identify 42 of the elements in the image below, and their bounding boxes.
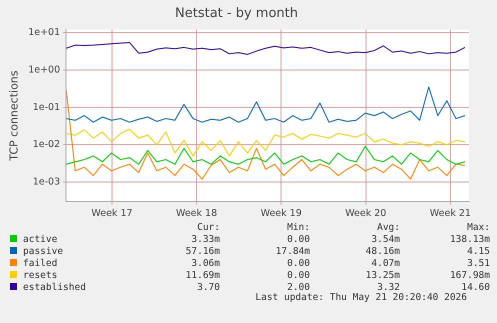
legend-label: active	[22, 234, 58, 246]
legend-label: resets	[22, 270, 58, 282]
y-tick-label: 1e-02	[32, 139, 60, 150]
y-axis-title: TCP connections	[7, 70, 20, 162]
x-tick-label: Week 18	[176, 208, 218, 219]
y-tick-label: 1e+01	[28, 27, 60, 38]
text: 2.00	[287, 282, 310, 293]
text: 138.13m	[448, 234, 490, 246]
legend-label: passive	[22, 246, 64, 258]
x-tick-label: Week 21	[430, 208, 471, 219]
legend-label: established	[22, 282, 87, 294]
y-tick-label: 1e-03	[32, 176, 60, 188]
text: 3.54m	[370, 234, 400, 246]
text: 57.16m	[184, 246, 220, 258]
text: 3.06m	[190, 258, 220, 270]
text: Min:	[286, 222, 310, 234]
text: 3.32	[376, 282, 400, 293]
text: Avg:	[376, 222, 400, 234]
text: Max:	[466, 222, 490, 234]
text: 3.51	[466, 258, 490, 270]
y-tick-label: 1e-01	[32, 102, 60, 113]
text: 14.60	[460, 282, 490, 293]
text: 3.33m	[190, 234, 220, 246]
legend-label: failed	[22, 258, 58, 270]
x-tick-label: Week 19	[260, 208, 302, 219]
text: 17.84m	[274, 246, 310, 258]
text: 48.16m	[364, 246, 400, 258]
text: 0.00	[286, 270, 310, 282]
text: 13.25m	[364, 270, 400, 282]
text: 3.70	[196, 282, 220, 294]
text: 4.07m	[370, 258, 400, 270]
text: 167.98m	[448, 270, 490, 282]
chart-title: Netstat - by month	[175, 6, 298, 22]
x-tick-label: Week 20	[345, 208, 386, 219]
text: Cur:	[196, 222, 220, 234]
y-tick-label: 1e+00	[28, 64, 60, 76]
x-tick-label: Week 17	[91, 208, 133, 219]
text: 0.00	[286, 234, 310, 246]
text: Last update: Thu May 21 20:20:40 2026	[255, 292, 467, 303]
text: 0.00	[286, 258, 310, 270]
text: 11.69m	[184, 270, 220, 282]
text: 4.15	[466, 246, 490, 258]
